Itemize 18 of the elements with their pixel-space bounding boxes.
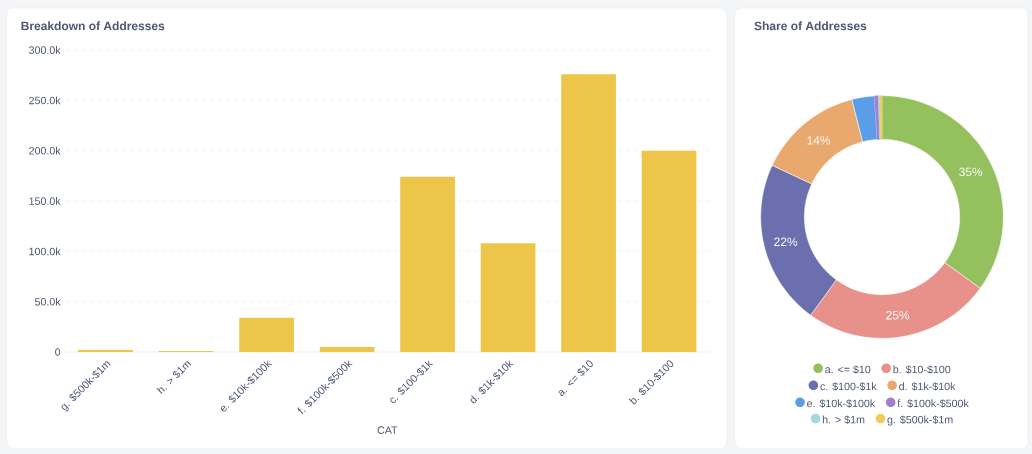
legend-label: g. $500k-$1m [887,415,953,426]
x-tick-label: a. <= $10 [558,360,593,396]
chart-title: Breakdown of Addresses [21,21,165,31]
data-label: 35% [959,167,983,177]
y-tick-label: 50.0k [34,297,61,306]
y-tick-label: 150.0k [29,197,61,205]
data-label: 25% [886,311,910,320]
legend-label: h. > $1m [822,415,865,425]
chart-title: Share of Addresses [754,21,867,31]
x-axis-title: CAT [377,426,398,434]
y-tick-label: 250.0k [29,96,61,105]
y-tick-label: 300.0k [29,46,61,54]
y-tick-label: 0 [55,348,61,356]
data-label: 22% [774,237,798,246]
x-tick-label: h. > $1m [156,361,192,394]
y-tick-label: 200.0k [29,146,61,155]
y-tick-label: 100.0k [29,247,61,256]
data-label: 14% [807,136,831,145]
